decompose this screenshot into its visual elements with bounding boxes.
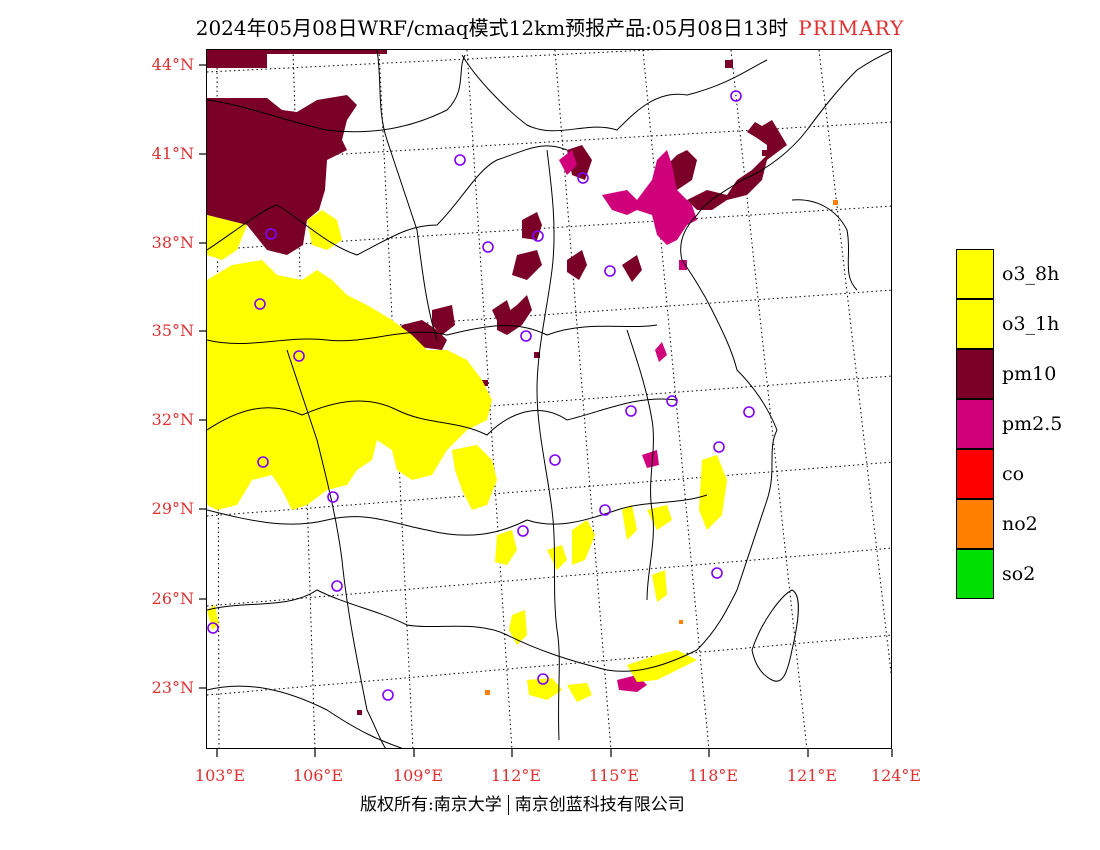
map-canvas — [207, 50, 891, 748]
legend-label: so2 — [1002, 563, 1036, 585]
legend-swatch — [956, 449, 994, 499]
title-tag: PRIMARY — [798, 16, 905, 40]
legend-label: pm2.5 — [1002, 413, 1063, 435]
lat-label-32: 32°N — [151, 410, 194, 429]
legend-label: no2 — [1002, 513, 1038, 535]
legend-swatch — [956, 299, 994, 349]
legend-swatch — [956, 249, 994, 299]
no2-spots — [485, 200, 838, 695]
legend-swatch — [956, 349, 994, 399]
legend-label: pm10 — [1002, 363, 1057, 385]
station-markers — [207, 90, 755, 701]
lon-label-112: 112°E — [490, 766, 542, 785]
legend-label: o3_1h — [1002, 313, 1060, 335]
lat-label-23: 23°N — [151, 678, 194, 697]
footer-left: 版权所有:南京大学 — [360, 795, 502, 815]
legend-label: o3_8h — [1002, 263, 1060, 285]
legend-label: co — [1002, 463, 1025, 485]
footer-right: 南京创蓝科技有限公司 — [507, 795, 685, 815]
copyright-footer: 版权所有:南京大学 南京创蓝科技有限公司 — [360, 790, 691, 815]
lon-label-118: 118°E — [687, 766, 739, 785]
lat-label-41: 41°N — [151, 144, 194, 163]
o3-regions — [207, 210, 727, 702]
title-main: 2024年05月08日WRF/cmaq模式12km预报产品:05月08日13时 — [195, 16, 789, 40]
lat-label-35: 35°N — [151, 321, 194, 340]
legend-swatch — [956, 549, 994, 599]
pm10-regions — [207, 50, 787, 715]
lon-label-106: 106°E — [292, 766, 344, 785]
legend-swatch — [956, 499, 994, 549]
lat-label-44: 44°N — [151, 55, 194, 74]
boundaries — [207, 50, 891, 748]
map-title: 2024年05月08日WRF/cmaq模式12km预报产品:05月08日13时 P… — [0, 12, 1100, 41]
lon-label-115: 115°E — [588, 766, 640, 785]
lat-label-38: 38°N — [151, 233, 194, 252]
pm25-regions — [559, 150, 697, 692]
lat-label-29: 29°N — [151, 499, 194, 518]
lon-label-121: 121°E — [786, 766, 838, 785]
graticule — [207, 50, 891, 748]
lon-label-109: 109°E — [392, 766, 444, 785]
lon-label-103: 103°E — [194, 766, 246, 785]
forecast-map — [206, 49, 892, 749]
lat-label-26: 26°N — [151, 589, 194, 608]
lon-label-124: 124°E — [870, 766, 922, 785]
legend-swatch — [956, 399, 994, 449]
